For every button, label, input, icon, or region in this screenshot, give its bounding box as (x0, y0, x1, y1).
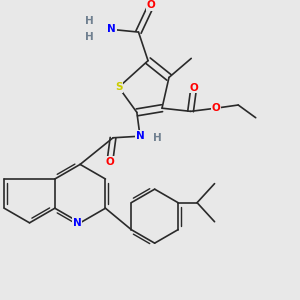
Text: N: N (136, 131, 144, 141)
Text: S: S (115, 82, 122, 92)
Text: O: O (106, 157, 114, 166)
Text: N: N (73, 218, 81, 228)
Text: H: H (153, 133, 162, 143)
Text: N: N (107, 24, 116, 34)
Text: H: H (85, 32, 94, 42)
Text: O: O (189, 82, 198, 92)
Text: O: O (147, 0, 156, 10)
Text: O: O (212, 103, 220, 113)
Text: H: H (85, 16, 94, 26)
